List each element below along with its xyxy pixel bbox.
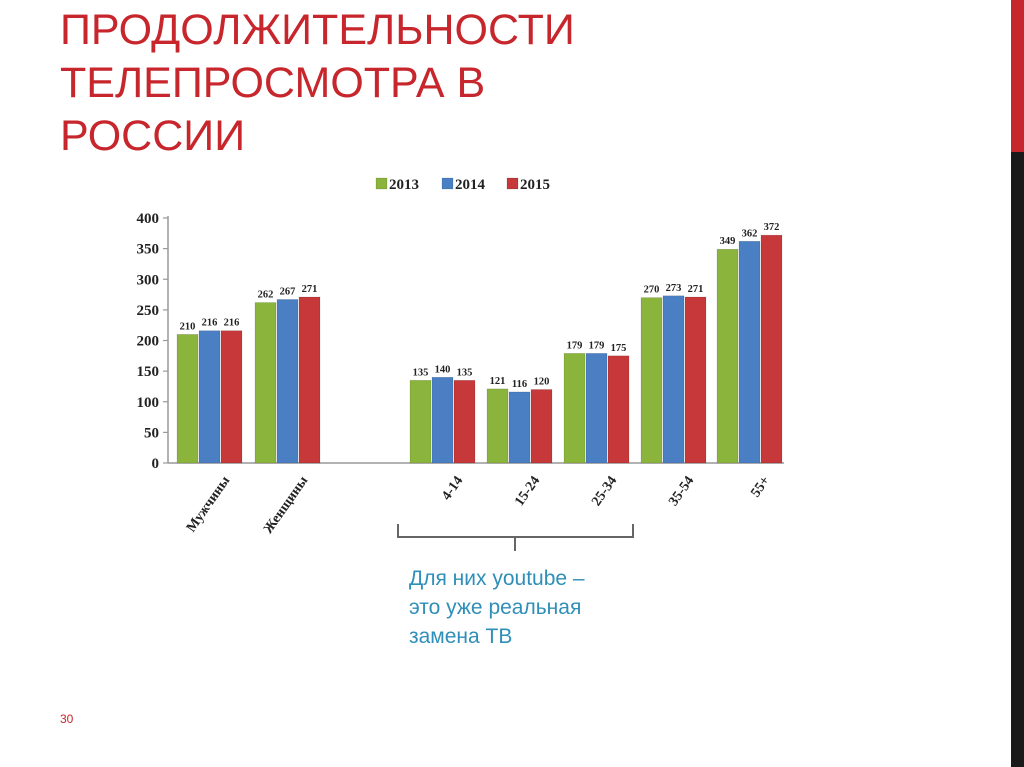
legend-label-2013: 2013 bbox=[389, 177, 419, 193]
y-tick-label: 150 bbox=[137, 364, 160, 380]
bar-2013 bbox=[176, 334, 199, 464]
y-tick-label: 50 bbox=[144, 425, 159, 441]
legend-label-2014: 2014 bbox=[455, 177, 486, 193]
bar-2014 bbox=[585, 353, 608, 464]
title-line-1: ПРОДОЛЖИТЕЛЬНОСТИ bbox=[60, 6, 575, 54]
y-tick-label: 0 bbox=[152, 456, 160, 472]
data-label-2014: 140 bbox=[435, 364, 451, 375]
title-line-3: РОССИИ bbox=[60, 112, 246, 160]
data-label-2014: 267 bbox=[280, 286, 296, 297]
bar-2015 bbox=[607, 355, 630, 464]
bar-2014 bbox=[431, 376, 454, 464]
callout-line-3: замена ТВ bbox=[409, 625, 513, 648]
bar-2013 bbox=[486, 388, 509, 464]
legend-swatch-2015 bbox=[506, 177, 519, 190]
category-label: Женщины bbox=[261, 474, 311, 537]
category-label: 35-54 bbox=[666, 474, 697, 509]
bar-2014 bbox=[662, 295, 685, 464]
data-label-2015: 372 bbox=[764, 222, 780, 233]
data-label-2015: 135 bbox=[457, 367, 473, 378]
data-label-2014: 216 bbox=[202, 318, 218, 329]
data-label-2013: 210 bbox=[180, 321, 196, 332]
bar-2015 bbox=[684, 296, 707, 464]
y-tick-label: 100 bbox=[137, 395, 160, 411]
data-label-2013: 179 bbox=[567, 340, 583, 351]
page-number: 30 bbox=[60, 712, 74, 726]
bar-2013 bbox=[254, 302, 277, 464]
category-label: 25-34 bbox=[589, 474, 620, 509]
slide-title: ПРОДОЛЖИТЕЛЬНОСТИ ТЕЛЕПРОСМОТРА В РОССИИ bbox=[60, 4, 960, 163]
category-label: 55+ bbox=[748, 474, 773, 501]
data-label-2013: 135 bbox=[413, 367, 429, 378]
data-label-2015: 271 bbox=[688, 284, 704, 295]
bar-2014 bbox=[198, 330, 221, 464]
category-label: 15-24 bbox=[512, 474, 543, 509]
bar-2013 bbox=[563, 353, 586, 464]
side-accent-bar-dark bbox=[1011, 152, 1024, 767]
y-tick-label: 300 bbox=[137, 272, 160, 288]
bar-2013 bbox=[409, 380, 432, 464]
bar-2014 bbox=[508, 391, 531, 464]
data-label-2013: 349 bbox=[720, 236, 736, 247]
y-tick-label: 250 bbox=[137, 303, 160, 319]
bar-2013 bbox=[716, 248, 739, 464]
data-label-2013: 270 bbox=[644, 285, 660, 296]
data-label-2014: 273 bbox=[666, 283, 682, 294]
y-tick-label: 400 bbox=[137, 211, 160, 227]
data-label-2015: 120 bbox=[534, 377, 550, 388]
legend-label-2015: 2015 bbox=[520, 177, 550, 193]
data-label-2015: 271 bbox=[302, 284, 318, 295]
bar-2014 bbox=[276, 299, 299, 464]
category-label: 4-14 bbox=[439, 474, 466, 504]
data-label-2013: 262 bbox=[258, 290, 274, 301]
side-accent-bar-red bbox=[1011, 0, 1024, 152]
legend-swatch-2013 bbox=[375, 177, 388, 190]
bar-2015 bbox=[220, 330, 243, 464]
bar-2015 bbox=[530, 389, 553, 464]
y-tick-label: 200 bbox=[137, 334, 160, 350]
callout-line-2: это уже реальная bbox=[409, 596, 582, 619]
bar-2014 bbox=[738, 240, 761, 464]
bar-2013 bbox=[640, 297, 663, 464]
bar-2015 bbox=[760, 234, 783, 464]
data-label-2015: 216 bbox=[224, 318, 240, 329]
age-group-bracket bbox=[397, 524, 634, 551]
data-label-2013: 121 bbox=[490, 376, 506, 387]
y-tick-label: 350 bbox=[137, 242, 160, 258]
data-label-2014: 179 bbox=[589, 340, 605, 351]
callout-line-1: Для них youtube – bbox=[409, 567, 585, 590]
data-label-2014: 116 bbox=[512, 379, 527, 390]
legend-swatch-2014 bbox=[441, 177, 454, 190]
bar-2015 bbox=[298, 296, 321, 464]
data-label-2015: 175 bbox=[611, 343, 627, 354]
data-label-2014: 362 bbox=[742, 228, 758, 239]
category-label: Мужчины bbox=[184, 474, 233, 536]
bar-2015 bbox=[453, 380, 476, 464]
callout-text: Для них youtube – это уже реальная замен… bbox=[409, 564, 669, 651]
title-line-2: ТЕЛЕПРОСМОТРА В bbox=[60, 59, 486, 107]
